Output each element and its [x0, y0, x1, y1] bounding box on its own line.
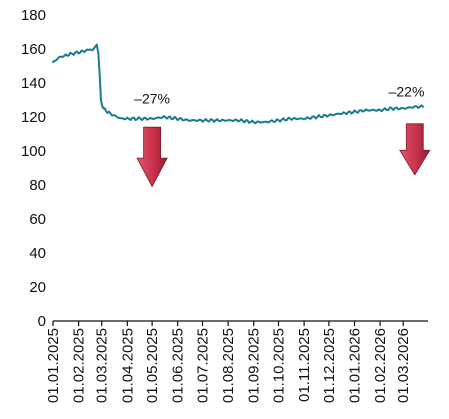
x-tick-label: 01.01.2025: [45, 328, 62, 403]
y-tick-label: 140: [21, 75, 46, 92]
x-tick-label: 01.06.2025: [170, 328, 187, 403]
x-tick-label: 01.11.2025: [296, 328, 313, 402]
x-tick-label: 01.03.2026: [395, 328, 412, 403]
y-tick-label: 100: [21, 143, 46, 160]
y-tick-label: 40: [29, 245, 46, 262]
x-tick-label: 01.08.2025: [220, 328, 237, 403]
y-tick-label: 20: [29, 279, 46, 296]
y-tick-label: 80: [29, 177, 46, 194]
x-tick-label: 01.04.2025: [119, 328, 136, 403]
down-arrow-icon: [136, 126, 168, 188]
change-annotation: –22%: [389, 84, 425, 100]
x-tick-label: 01.01.2026: [346, 328, 363, 403]
y-tick-label: 180: [21, 7, 46, 24]
change-annotation: –27%: [134, 90, 170, 106]
series-line: [52, 43, 424, 125]
down-arrow-icon: [399, 123, 431, 176]
y-tick-label: 0: [38, 313, 46, 330]
y-tick-label: 60: [29, 211, 46, 228]
x-tick-label: 01.03.2025: [94, 328, 111, 403]
x-tick-label: 01.10.2025: [270, 328, 287, 403]
x-tick-label: 01.09.2025: [246, 328, 263, 403]
y-tick-label: 160: [21, 41, 46, 58]
x-tick-label: 01.05.2025: [144, 328, 161, 403]
x-tick-label: 01.02.2026: [372, 328, 389, 403]
x-tick-label: 01.07.2025: [195, 328, 212, 403]
x-tick-label: 01.12.2025: [321, 328, 338, 403]
y-tick-label: 120: [21, 109, 46, 126]
x-tick-label: 01.02.2025: [71, 328, 88, 403]
